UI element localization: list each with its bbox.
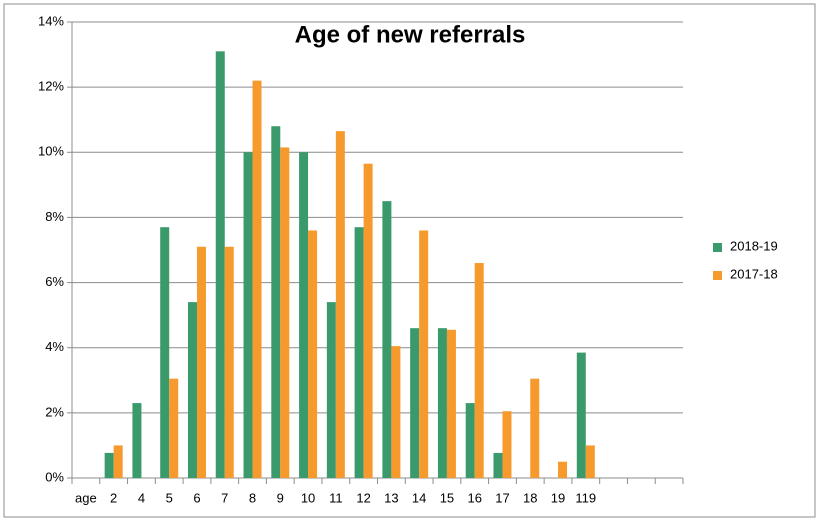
x-tick-label: 16 xyxy=(467,490,481,505)
x-tick-label: 10 xyxy=(301,490,315,505)
bar xyxy=(224,246,234,478)
bar xyxy=(391,346,401,478)
bar xyxy=(308,230,318,478)
x-tick-label: 17 xyxy=(495,490,509,505)
bar xyxy=(104,452,114,478)
bar xyxy=(530,378,540,478)
y-tick-label: 2% xyxy=(45,404,64,419)
y-tick-label: 0% xyxy=(45,469,64,484)
x-tick-label: age xyxy=(75,490,97,505)
x-tick-label: 4 xyxy=(138,490,145,505)
legend-swatch xyxy=(713,271,722,280)
bar xyxy=(437,328,447,478)
bar xyxy=(243,152,253,479)
legend-swatch xyxy=(713,243,722,252)
bar xyxy=(271,126,281,478)
bar xyxy=(354,227,364,478)
bar xyxy=(382,201,392,478)
bar xyxy=(410,328,420,478)
x-tick-label: 19 xyxy=(551,490,565,505)
bar xyxy=(419,230,429,478)
bar xyxy=(363,163,373,478)
bar xyxy=(335,131,345,478)
bar xyxy=(252,80,262,478)
x-tick-label: 5 xyxy=(166,490,173,505)
legend-label: 2017-18 xyxy=(730,266,778,281)
bar xyxy=(493,452,503,478)
bar xyxy=(558,461,568,478)
chart-title: Age of new referrals xyxy=(295,21,526,48)
x-tick-label: 15 xyxy=(440,490,454,505)
bar xyxy=(280,147,290,478)
x-tick-label: 119 xyxy=(575,490,596,505)
y-tick-label: 14% xyxy=(38,13,64,28)
bar xyxy=(502,411,512,478)
bar xyxy=(465,403,475,478)
x-tick-label: 6 xyxy=(193,490,200,505)
y-tick-label: 8% xyxy=(45,209,64,224)
bar xyxy=(132,403,142,478)
y-tick-label: 12% xyxy=(38,79,64,94)
x-tick-label: 18 xyxy=(523,490,537,505)
x-tick-label: 11 xyxy=(329,490,343,505)
y-tick-label: 10% xyxy=(38,144,64,159)
x-tick-label: 9 xyxy=(277,490,284,505)
bar xyxy=(585,445,595,478)
bar xyxy=(446,329,456,478)
y-tick-label: 4% xyxy=(45,339,64,354)
x-tick-label: 12 xyxy=(356,490,370,505)
legend-label: 2018-19 xyxy=(730,238,778,253)
bar xyxy=(187,302,197,478)
bar xyxy=(299,152,309,479)
x-tick-label: 7 xyxy=(221,490,228,505)
bar xyxy=(326,302,336,478)
x-tick-label: 8 xyxy=(249,490,256,505)
bar xyxy=(160,227,170,478)
x-tick-label: 13 xyxy=(384,490,398,505)
y-tick-label: 6% xyxy=(45,274,64,289)
chart-border xyxy=(3,3,816,518)
x-tick-label: 2 xyxy=(110,490,117,505)
bar xyxy=(215,51,225,479)
bar xyxy=(474,263,484,478)
bar xyxy=(196,246,206,478)
bar xyxy=(576,352,586,478)
bar xyxy=(169,378,179,478)
bar xyxy=(113,445,123,478)
x-tick-label: 14 xyxy=(412,490,426,505)
